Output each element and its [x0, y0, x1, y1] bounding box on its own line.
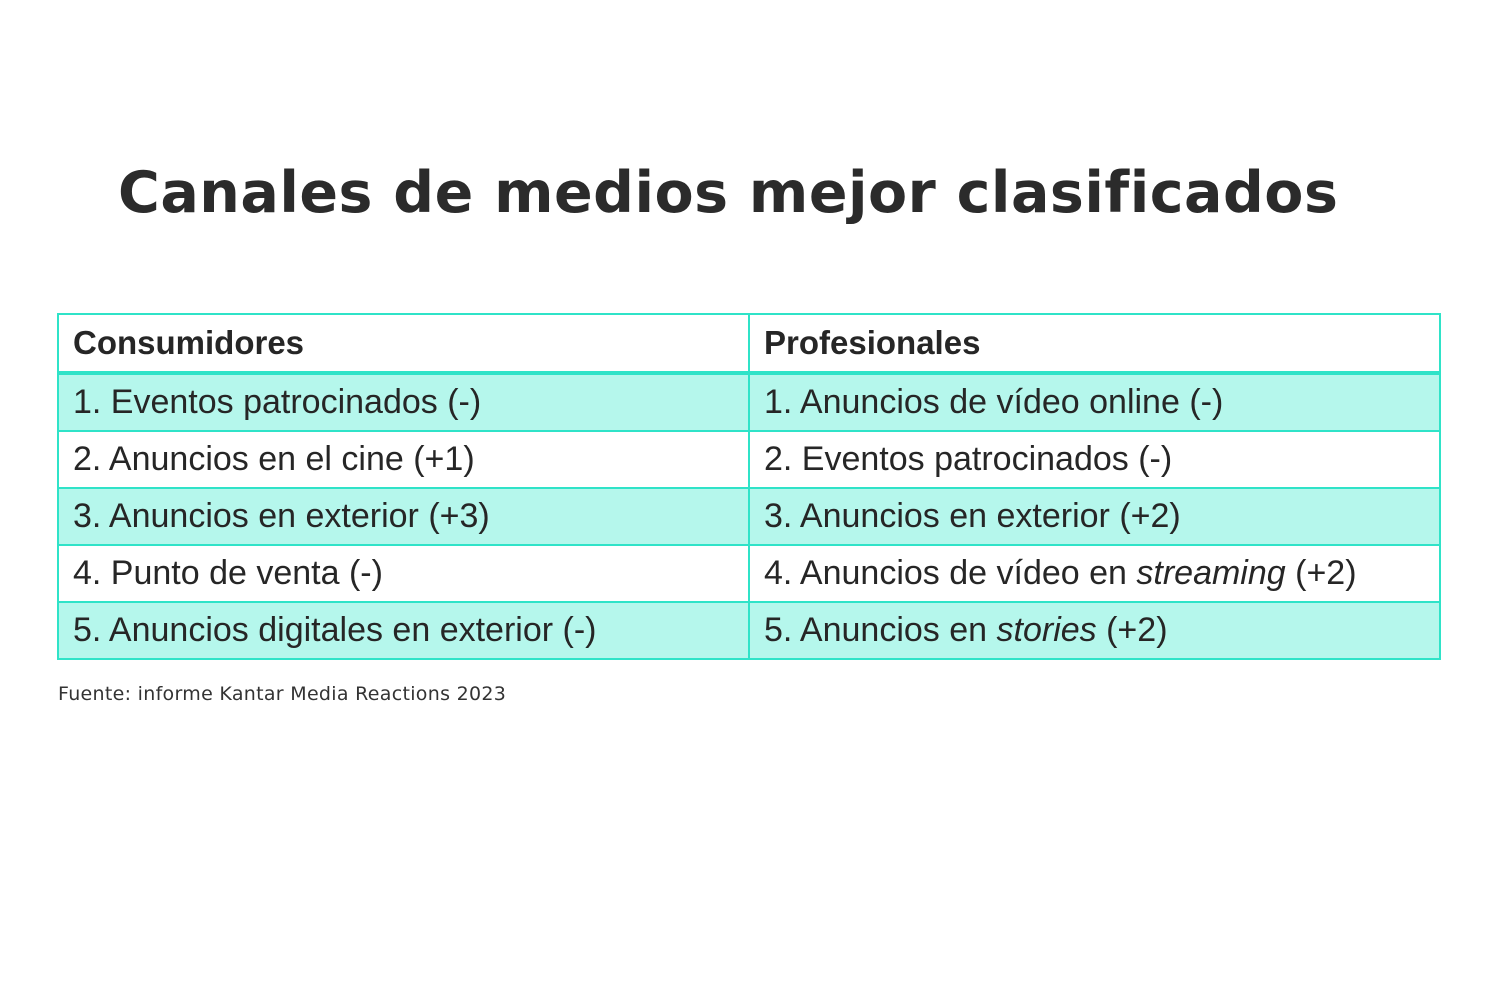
table-row: 3. Anuncios en exterior (+3) 3. Anuncios… [57, 487, 1441, 546]
cell-profesionales: 2. Eventos patrocinados (-) [748, 430, 1441, 489]
table-row: 5. Anuncios digitales en exterior (-) 5.… [57, 601, 1441, 660]
cell-consumidores: 3. Anuncios en exterior (+3) [57, 487, 750, 546]
page-title: Canales de medios mejor clasificados [118, 160, 1339, 226]
source-note: Fuente: informe Kantar Media Reactions 2… [58, 683, 507, 705]
header-consumidores: Consumidores [57, 313, 750, 375]
cell-consumidores: 5. Anuncios digitales en exterior (-) [57, 601, 750, 660]
cell-profesionales: 4. Anuncios de vídeo en streaming (+2) [748, 544, 1441, 603]
cell-profesionales: 1. Anuncios de vídeo online (-) [748, 372, 1441, 432]
cell-consumidores: 4. Punto de venta (-) [57, 544, 750, 603]
table-row: 4. Punto de venta (-) 4. Anuncios de víd… [57, 544, 1441, 603]
table-header-row: Consumidores Profesionales [57, 313, 1441, 375]
table-row: 2. Anuncios en el cine (+1) 2. Eventos p… [57, 430, 1441, 489]
cell-consumidores: 2. Anuncios en el cine (+1) [57, 430, 750, 489]
cell-profesionales: 5. Anuncios en stories (+2) [748, 601, 1441, 660]
header-profesionales: Profesionales [748, 313, 1441, 375]
cell-consumidores: 1. Eventos patrocinados (-) [57, 372, 750, 432]
rankings-table: Consumidores Profesionales 1. Eventos pa… [57, 313, 1441, 660]
table-row: 1. Eventos patrocinados (-) 1. Anuncios … [57, 372, 1441, 432]
cell-profesionales: 3. Anuncios en exterior (+2) [748, 487, 1441, 546]
